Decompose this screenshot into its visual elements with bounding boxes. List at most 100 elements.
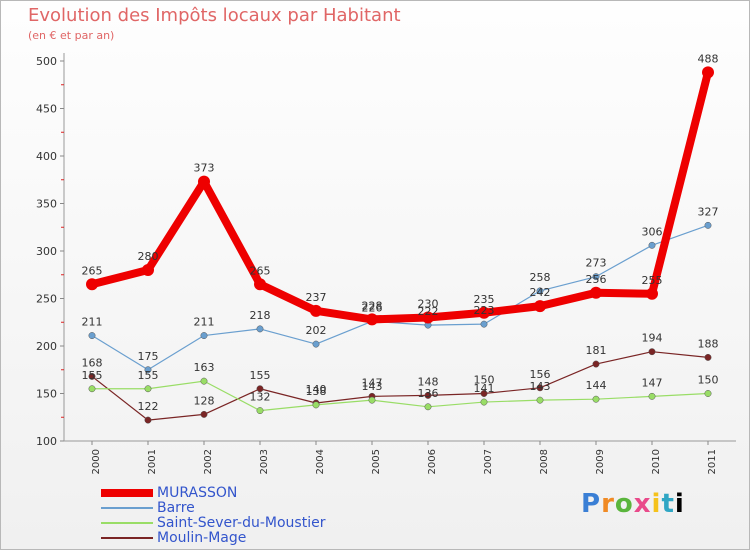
data-label: 143 bbox=[530, 380, 551, 393]
data-label: 150 bbox=[698, 374, 719, 387]
logo-letter: P bbox=[581, 489, 602, 519]
data-label: 147 bbox=[642, 376, 663, 389]
legend-swatch bbox=[101, 537, 153, 539]
series-line-0 bbox=[88, 68, 712, 324]
data-point bbox=[592, 395, 600, 403]
data-point bbox=[592, 273, 600, 281]
data-label: 163 bbox=[194, 361, 215, 374]
data-point bbox=[422, 311, 434, 324]
data-label: 256 bbox=[586, 273, 607, 286]
data-point bbox=[648, 348, 656, 356]
data-point bbox=[144, 366, 152, 374]
data-label: 132 bbox=[250, 391, 271, 404]
data-label: 141 bbox=[474, 382, 495, 395]
legend-swatch bbox=[101, 489, 153, 497]
data-label: 226 bbox=[362, 301, 383, 314]
data-label: 306 bbox=[642, 225, 663, 238]
data-label: 138 bbox=[306, 385, 327, 398]
data-label: 280 bbox=[138, 250, 159, 263]
data-label: 223 bbox=[474, 304, 495, 317]
data-point bbox=[536, 287, 544, 295]
data-point bbox=[312, 401, 320, 409]
logo-letter: t bbox=[661, 489, 675, 519]
proxiti-logo: Proxiti bbox=[581, 489, 685, 519]
data-label: 265 bbox=[250, 264, 271, 277]
data-point bbox=[144, 385, 152, 393]
x-tick-label: 2007 bbox=[483, 449, 494, 474]
data-point bbox=[704, 353, 712, 361]
data-point bbox=[478, 306, 490, 319]
data-label: 202 bbox=[306, 324, 327, 337]
data-point bbox=[646, 287, 658, 300]
y-tick-label: 150 bbox=[36, 388, 57, 401]
data-label: 155 bbox=[138, 369, 159, 382]
legend-swatch bbox=[101, 522, 153, 524]
data-point bbox=[88, 332, 96, 339]
data-point bbox=[704, 390, 712, 397]
logo-letter: i bbox=[674, 489, 685, 519]
legend-label: MURASSON bbox=[157, 485, 238, 501]
data-point bbox=[310, 304, 322, 317]
y-tick-label: 200 bbox=[36, 340, 57, 353]
x-tick-label: 2004 bbox=[315, 449, 326, 474]
data-label: 230 bbox=[418, 298, 439, 311]
data-point bbox=[256, 325, 264, 333]
data-label: 488 bbox=[698, 52, 719, 65]
legend-label: Saint-Sever-du-Moustier bbox=[157, 515, 326, 531]
logo-letter: r bbox=[601, 489, 615, 519]
data-point bbox=[702, 66, 714, 79]
x-tick-label: 2002 bbox=[203, 449, 214, 474]
data-point bbox=[592, 360, 600, 368]
data-label: 273 bbox=[586, 257, 607, 270]
legend-label: Barre bbox=[157, 500, 195, 516]
data-label: 128 bbox=[194, 394, 215, 407]
x-tick-label: 2010 bbox=[651, 449, 662, 474]
chart-title: Evolution des Impôts locaux par Habitant bbox=[28, 5, 401, 26]
legend-swatch bbox=[101, 507, 153, 509]
data-point bbox=[88, 385, 96, 393]
data-label: 211 bbox=[82, 316, 103, 329]
data-point bbox=[368, 396, 376, 404]
data-label: 265 bbox=[82, 264, 103, 277]
data-point bbox=[534, 300, 546, 313]
y-tick-label: 450 bbox=[36, 103, 57, 116]
data-label: 156 bbox=[530, 368, 551, 381]
data-label: 168 bbox=[82, 356, 103, 369]
data-label: 327 bbox=[698, 205, 719, 218]
x-tick-label: 2006 bbox=[427, 449, 438, 474]
data-point bbox=[366, 313, 378, 326]
data-label: 188 bbox=[698, 337, 719, 350]
data-point bbox=[200, 377, 208, 385]
y-tick-label: 300 bbox=[36, 245, 57, 258]
data-point bbox=[256, 385, 264, 393]
data-point bbox=[590, 286, 602, 299]
data-label: 122 bbox=[138, 400, 159, 413]
x-tick-label: 2008 bbox=[539, 449, 550, 474]
data-point bbox=[254, 278, 266, 291]
data-label: 147 bbox=[362, 376, 383, 389]
y-tick-label: 400 bbox=[36, 150, 57, 163]
y-tick-label: 100 bbox=[36, 435, 57, 448]
data-point bbox=[144, 416, 152, 424]
data-label: 242 bbox=[530, 286, 551, 299]
data-label: 194 bbox=[642, 332, 663, 345]
logo-letter: x bbox=[633, 489, 652, 519]
data-point bbox=[256, 407, 264, 415]
data-label: 143 bbox=[362, 380, 383, 393]
x-tick-label: 2000 bbox=[91, 449, 102, 474]
y-tick-label: 500 bbox=[36, 55, 57, 68]
chart-subtitle: (en € et par an) bbox=[28, 29, 115, 42]
data-label: 222 bbox=[418, 305, 439, 318]
data-label: 136 bbox=[418, 387, 439, 400]
data-point bbox=[142, 264, 154, 276]
data-point bbox=[648, 241, 656, 249]
x-tick-label: 2001 bbox=[147, 449, 158, 474]
data-label: 237 bbox=[306, 291, 327, 304]
data-point bbox=[86, 278, 98, 291]
data-label: 373 bbox=[194, 162, 215, 175]
data-point bbox=[536, 396, 544, 404]
data-label: 150 bbox=[474, 374, 495, 387]
data-label: 175 bbox=[138, 350, 159, 363]
